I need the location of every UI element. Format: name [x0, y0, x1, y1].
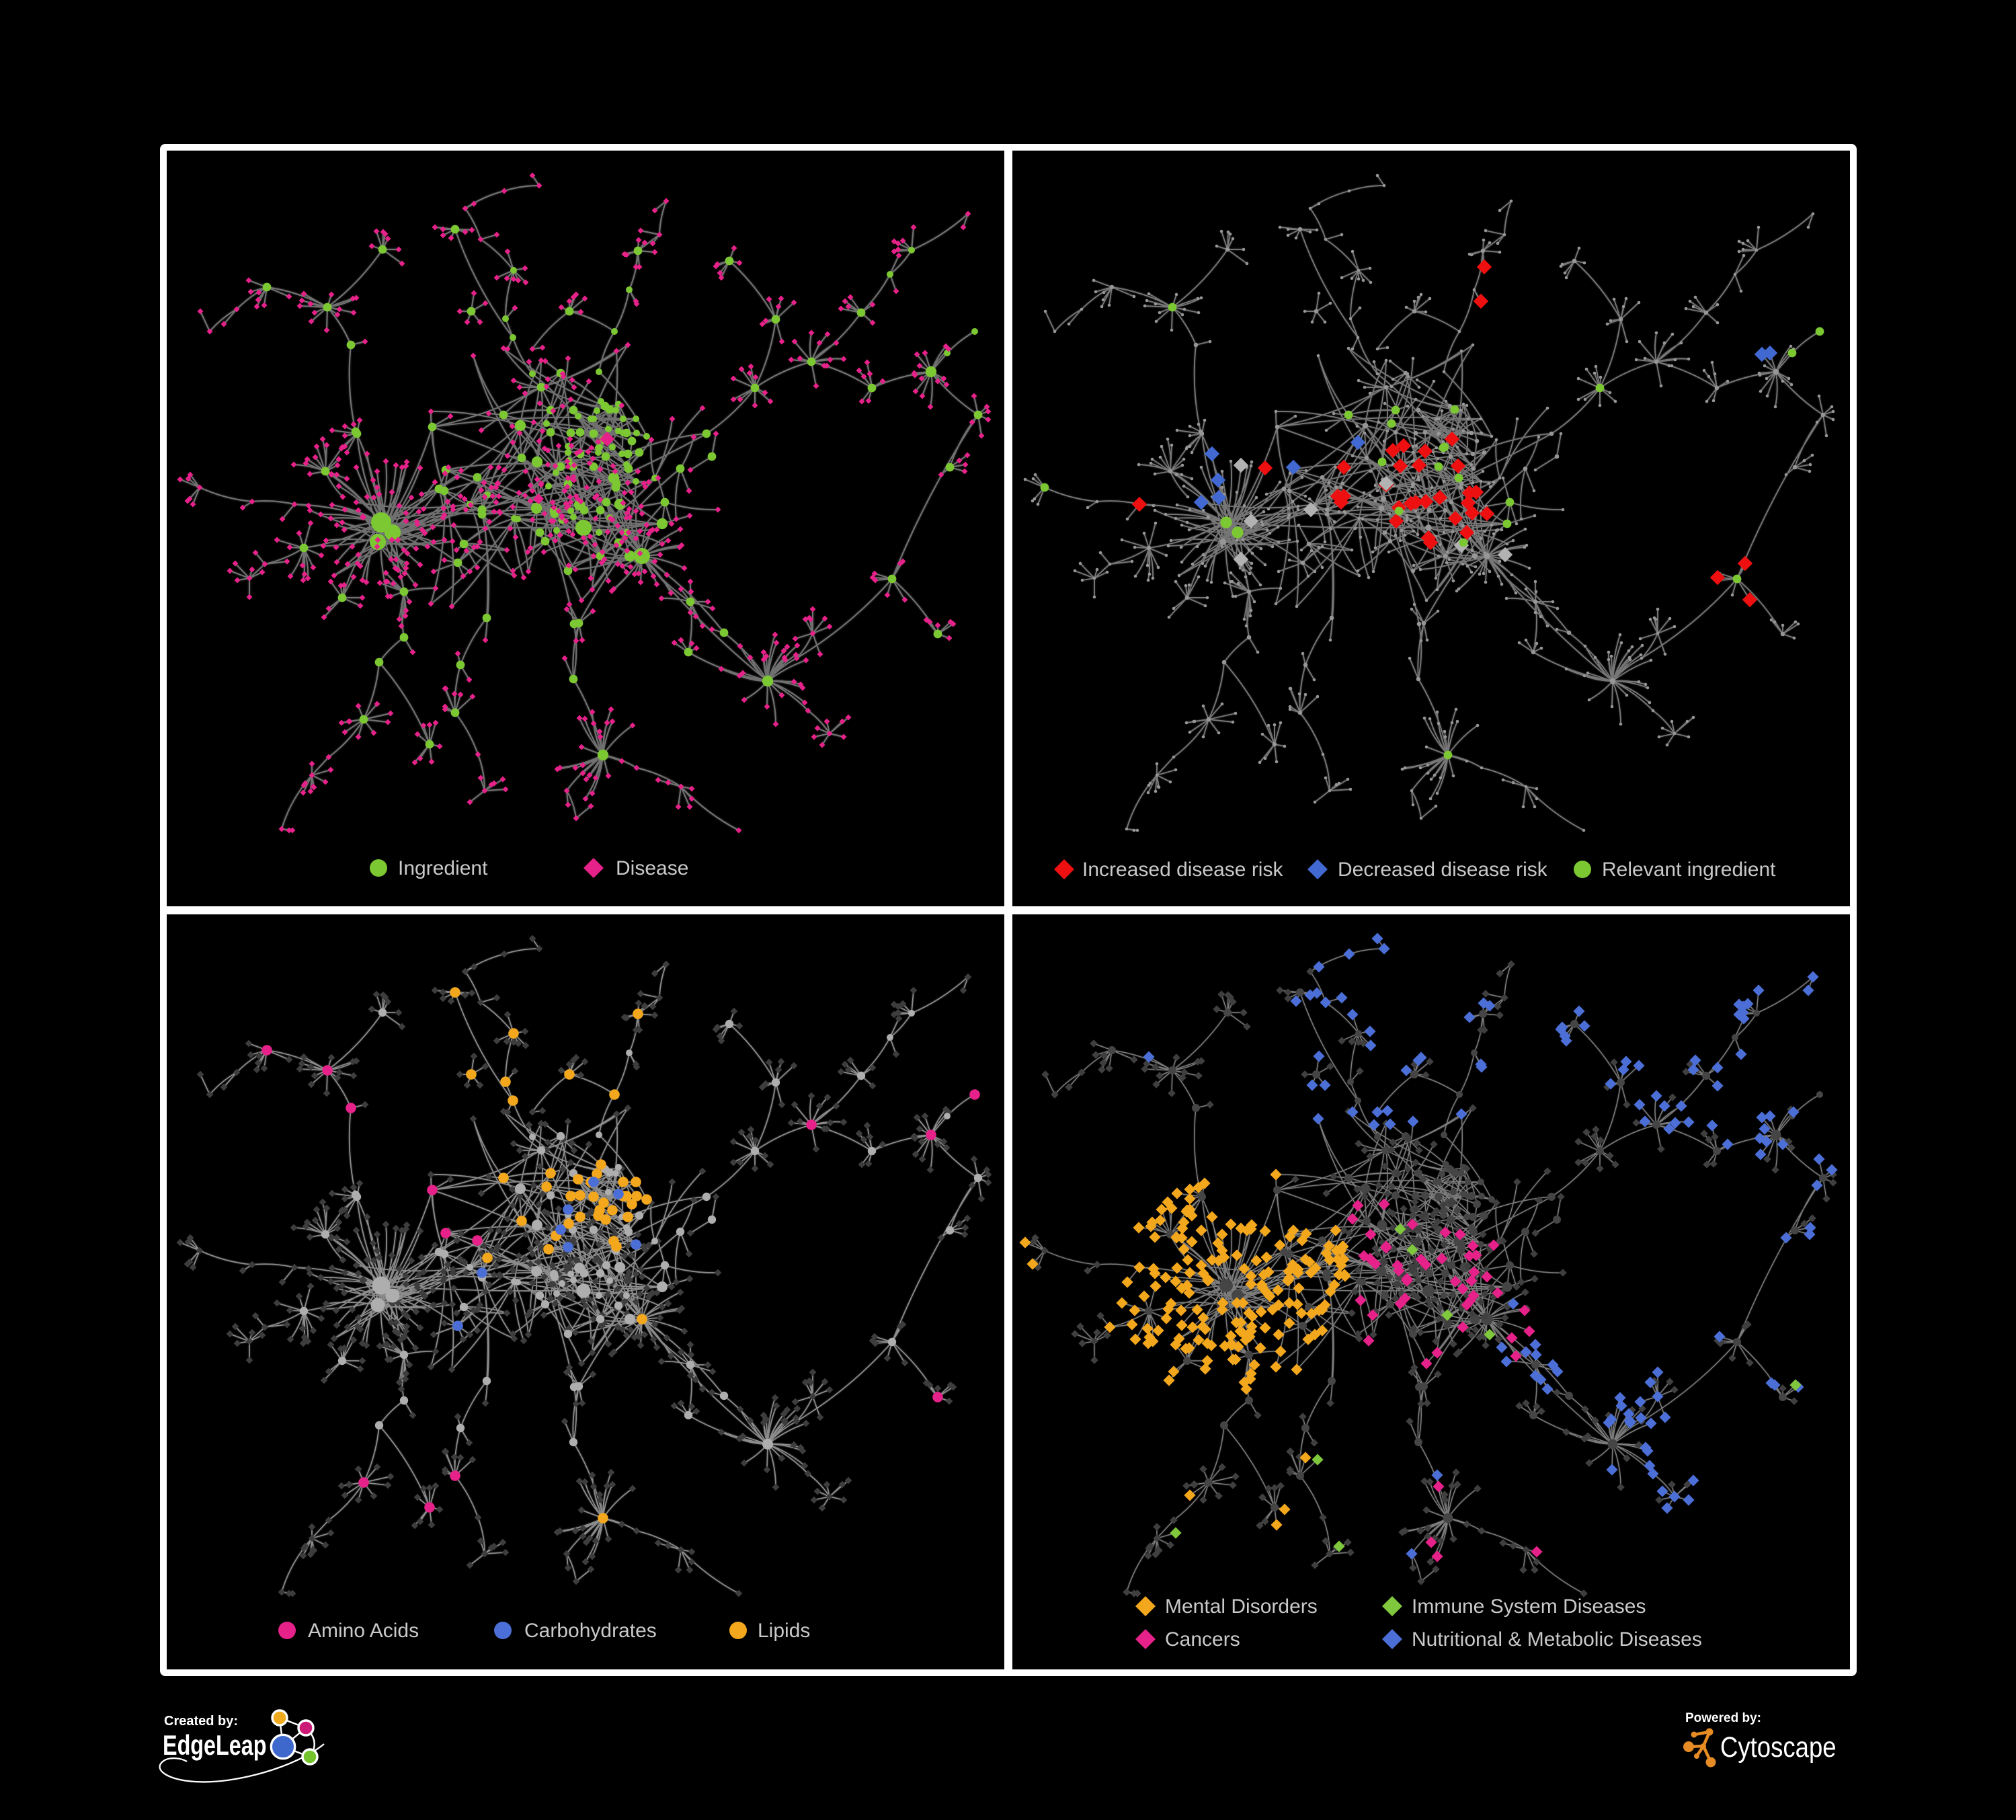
svg-text:Increased disease risk: Increased disease risk: [1082, 859, 1283, 881]
svg-text:EdgeLeap: EdgeLeap: [163, 1729, 266, 1761]
svg-text:Created by:: Created by:: [164, 1714, 238, 1729]
svg-text:Powered by:: Powered by:: [1685, 1711, 1761, 1725]
svg-text:Disease: Disease: [616, 857, 688, 879]
svg-text:Cancers: Cancers: [1165, 1628, 1240, 1651]
svg-text:Carbohydrates: Carbohydrates: [524, 1620, 657, 1642]
svg-text:Decreased disease risk: Decreased disease risk: [1338, 859, 1548, 881]
svg-text:Immune System Diseases: Immune System Diseases: [1412, 1595, 1646, 1618]
svg-text:Amino Acids: Amino Acids: [308, 1620, 419, 1642]
svg-text:Lipids: Lipids: [758, 1620, 810, 1642]
svg-text:Mental Disorders: Mental Disorders: [1165, 1595, 1318, 1618]
svg-text:Nutritional & Metabolic Diseas: Nutritional & Metabolic Diseases: [1412, 1628, 1702, 1651]
svg-text:Cytoscape: Cytoscape: [1720, 1731, 1837, 1763]
svg-text:Ingredient: Ingredient: [398, 857, 488, 879]
svg-text:Relevant ingredient: Relevant ingredient: [1602, 859, 1776, 881]
